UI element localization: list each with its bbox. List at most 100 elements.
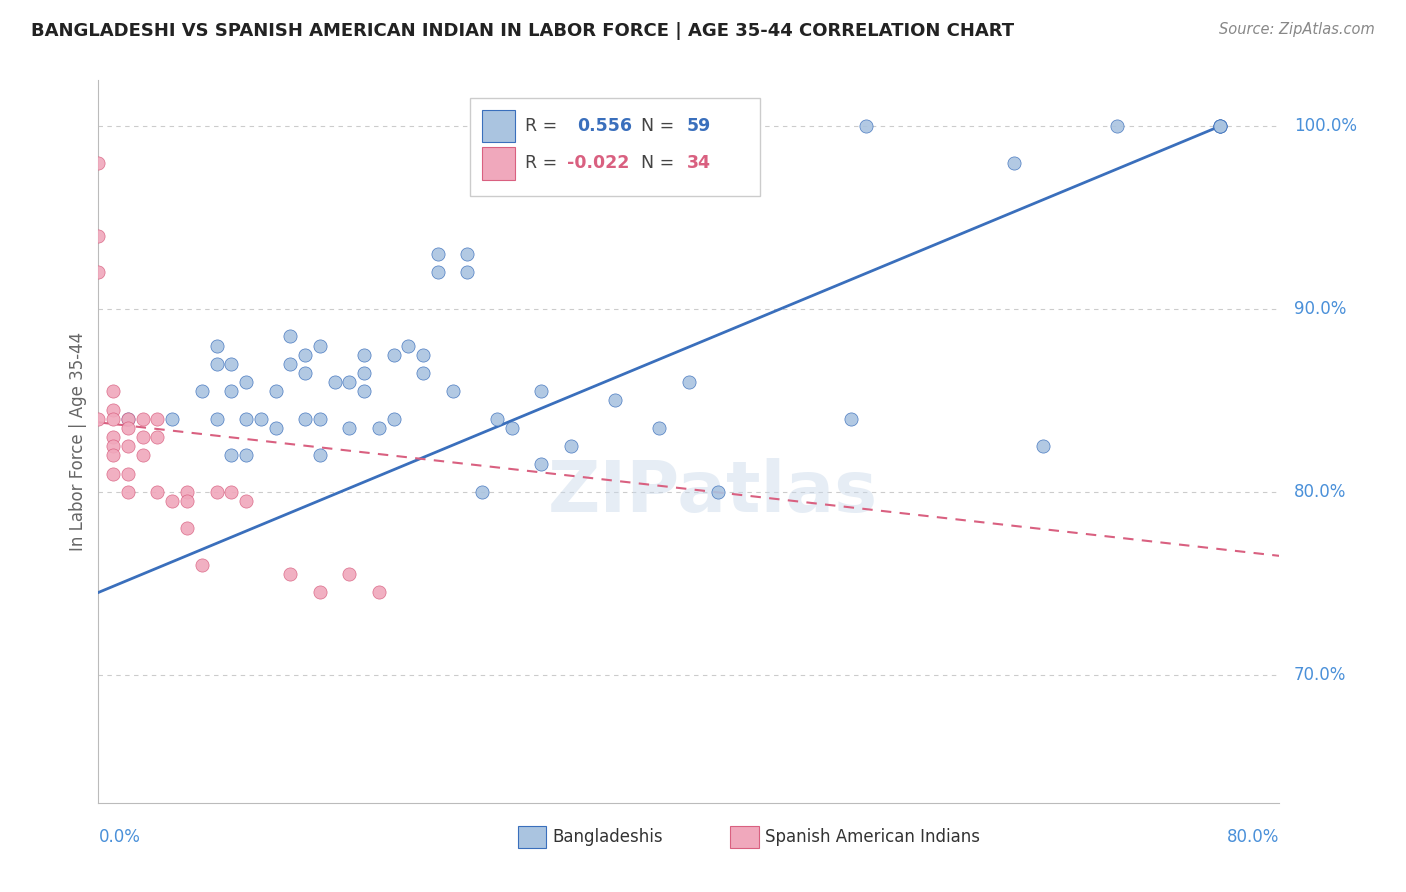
Point [560,439,582,453]
Point [1002,155,1025,169]
Point [457,265,479,279]
Point [117,421,139,435]
FancyBboxPatch shape [471,98,759,196]
Point [294,348,316,362]
Point [471,484,494,499]
Point [855,119,877,133]
Point [117,439,139,453]
Point [1209,119,1232,133]
Point [235,494,257,508]
Point [280,329,302,343]
FancyBboxPatch shape [517,826,546,847]
Text: ZIPatlas: ZIPatlas [547,458,877,526]
Point [87,411,110,425]
Point [117,411,139,425]
Text: 100.0%: 100.0% [1294,117,1357,135]
Point [678,375,700,389]
Point [205,484,228,499]
Point [309,448,332,462]
Point [605,393,627,408]
Point [457,247,479,261]
Point [309,411,332,425]
Point [250,411,273,425]
Text: -0.022: -0.022 [567,154,630,172]
Point [205,411,228,425]
Point [427,247,450,261]
Text: 34: 34 [686,154,710,172]
Point [382,411,405,425]
Point [280,357,302,371]
FancyBboxPatch shape [482,147,516,179]
Point [146,484,169,499]
Point [132,448,155,462]
Point [87,228,110,243]
Point [368,421,391,435]
Point [146,430,169,444]
Point [648,421,671,435]
Point [339,421,361,435]
FancyBboxPatch shape [482,110,516,142]
Text: N =: N = [630,117,679,135]
Point [103,467,125,481]
Point [221,384,243,399]
Y-axis label: In Labor Force | Age 35-44: In Labor Force | Age 35-44 [69,332,87,551]
Text: 0.556: 0.556 [576,117,631,135]
Point [103,439,125,453]
Point [103,448,125,462]
Point [87,155,110,169]
Point [707,484,730,499]
Text: R =: R = [524,117,568,135]
Point [221,357,243,371]
FancyBboxPatch shape [730,826,759,847]
Point [530,384,553,399]
Text: BANGLADESHI VS SPANISH AMERICAN INDIAN IN LABOR FORCE | AGE 35-44 CORRELATION CH: BANGLADESHI VS SPANISH AMERICAN INDIAN I… [31,22,1014,40]
Point [353,348,375,362]
Point [221,448,243,462]
Point [1107,119,1129,133]
Point [132,411,155,425]
Point [176,484,198,499]
Point [353,384,375,399]
Point [103,411,125,425]
Point [1209,119,1232,133]
Point [235,375,257,389]
Text: 70.0%: 70.0% [1294,665,1346,684]
Point [841,411,863,425]
Point [441,384,464,399]
Point [162,411,183,425]
Point [412,366,434,380]
Point [191,384,214,399]
Point [309,338,332,352]
Point [191,558,214,572]
Point [1209,119,1232,133]
Point [1209,119,1232,133]
Point [368,585,391,599]
Text: 90.0%: 90.0% [1294,300,1346,318]
Point [87,265,110,279]
Text: 80.0%: 80.0% [1294,483,1346,500]
Point [235,411,257,425]
Point [162,494,183,508]
Point [382,348,405,362]
Point [339,375,361,389]
Point [280,567,302,582]
Point [117,484,139,499]
Point [339,567,361,582]
Point [1032,439,1054,453]
Text: 80.0%: 80.0% [1227,828,1279,847]
Point [205,338,228,352]
Point [221,484,243,499]
Text: Bangladeshis: Bangladeshis [553,828,662,846]
Point [530,458,553,472]
Text: N =: N = [630,154,679,172]
Point [501,421,523,435]
Point [398,338,420,352]
Point [486,411,509,425]
Point [427,265,450,279]
Text: Source: ZipAtlas.com: Source: ZipAtlas.com [1219,22,1375,37]
Point [264,421,287,435]
Point [176,521,198,535]
Point [103,384,125,399]
Point [235,448,257,462]
Text: R =: R = [524,154,562,172]
